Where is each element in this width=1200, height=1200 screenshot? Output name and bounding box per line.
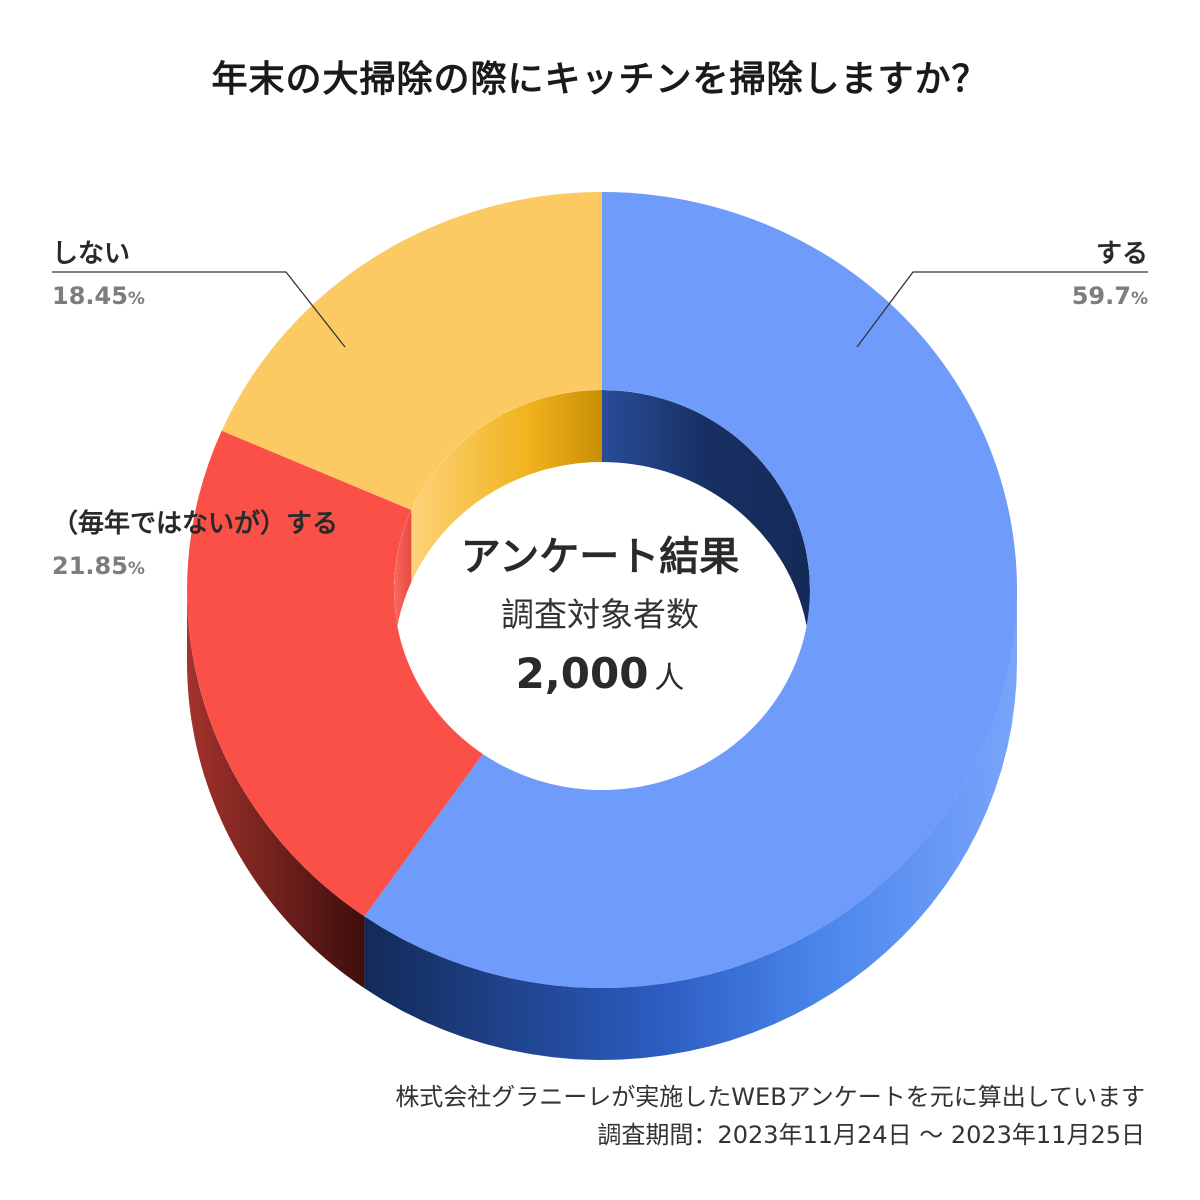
side-wall-1 [364,590,1017,1060]
center-count-line: 2,000 人 [516,649,685,698]
center-summary: アンケート結果 調査対象者数 2,000 人 [461,534,739,698]
slice-label-2: （毎年ではないが）する 21.85% [52,508,338,580]
slice-value-3: 18.45% [52,282,145,310]
footer-period: 調査期間：2023年11月24日 ～ 2023年11月25日 [597,1121,1145,1149]
center-count: 2,000 [516,649,649,698]
footer-note: 株式会社グラニーレが実施したWEBアンケートを元に算出しています 調査期間：20… [395,1078,1145,1154]
inner-walls [394,390,810,662]
side-wall-2 [187,590,365,989]
donut-top-layer [187,191,1018,989]
inner-wall-1-1 [602,390,810,662]
chart-title: 年末の大掃除の際にキッチンを掃除しますか？ [211,59,989,100]
slice-value-1: 59.7% [1072,282,1148,310]
slice-label-3: しない 18.45% [52,239,346,348]
slice-name-1: する [1096,239,1148,269]
inner-wall-2-2 [394,510,412,662]
leader-line-1 [856,271,1148,348]
donut-hole-layer [394,390,810,790]
slice-name-2: （毎年ではないが）する [52,508,338,539]
slice-name-3: しない [52,239,130,269]
leader-line-3 [52,271,346,348]
slice-1 [364,191,1018,989]
center-subtitle: 調査対象者数 [501,595,699,634]
donut-hole [394,390,810,790]
slice-3 [221,192,602,510]
center-count-unit: 人 [654,661,684,696]
footer-source: 株式会社グラニーレが実施したWEBアンケートを元に算出しています [395,1083,1145,1111]
slice-label-1: する 59.7% [856,239,1148,348]
slice-value-2: 21.85% [52,552,145,580]
inner-wall-3-2 [411,390,602,582]
donut-labels-layer: する 59.7% （毎年ではないが）する 21.85% しない 18.45% [52,239,1148,580]
donut-side-layer [187,590,1017,1060]
center-title: アンケート結果 [461,534,739,580]
slice-2 [187,430,483,917]
